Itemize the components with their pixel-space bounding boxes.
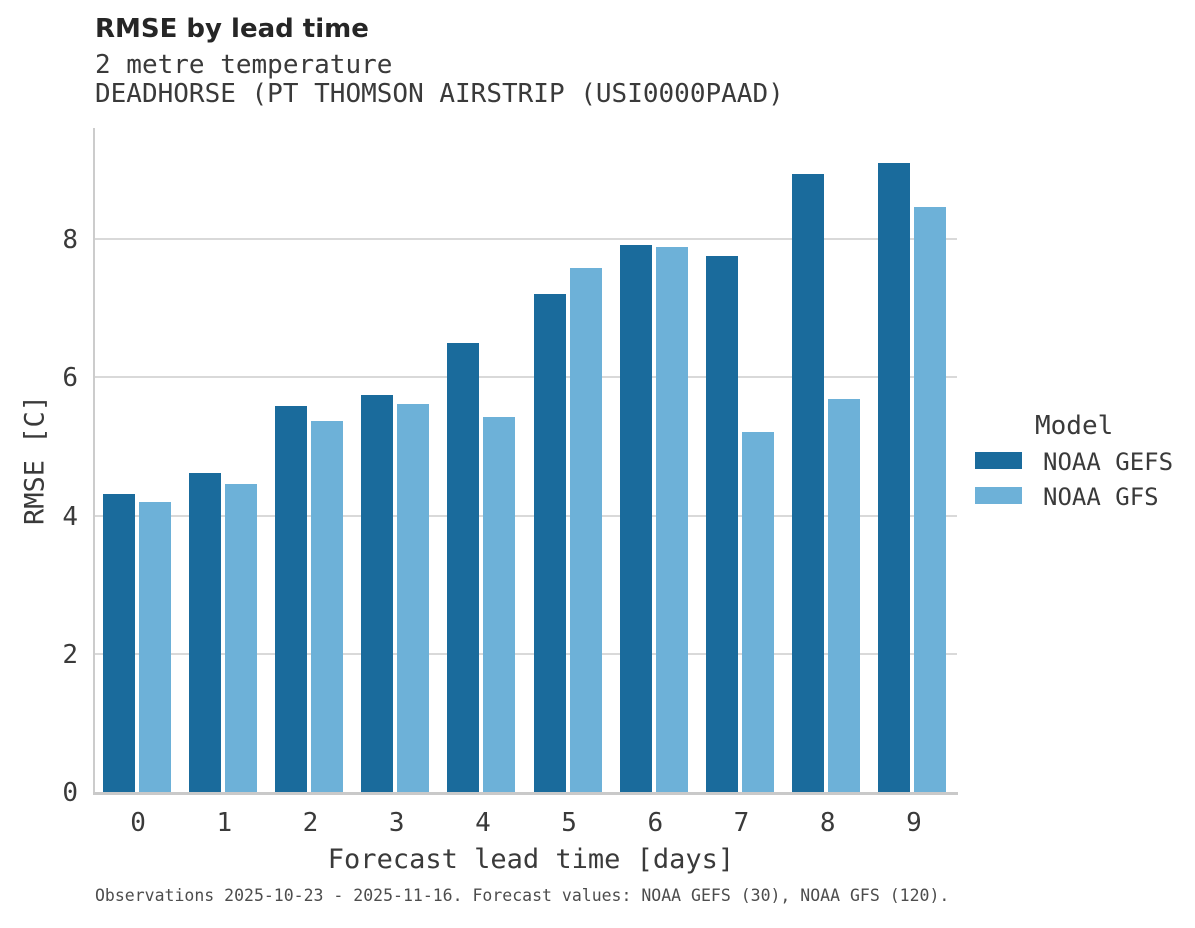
y-tick-label-6: 6 xyxy=(62,363,78,394)
y-tick-label-0: 0 xyxy=(62,778,78,808)
legend-title: Model xyxy=(1035,411,1114,441)
x-tick-label-7: 7 xyxy=(733,808,750,838)
chart-subtitle-variable: 2 metre temperature xyxy=(95,50,393,80)
grid-line-y6 xyxy=(95,376,957,379)
legend-swatch-noaa-gfs xyxy=(975,487,1022,504)
bar-noaa-gfs-lead2 xyxy=(310,421,343,792)
bar-noaa-gfs-lead7 xyxy=(741,431,774,792)
bar-noaa-gefs-lead0 xyxy=(102,494,135,792)
bar-noaa-gfs-lead4 xyxy=(483,417,516,792)
legend-swatch-noaa-gefs xyxy=(975,452,1022,469)
y-tick-label-8: 8 xyxy=(62,225,78,255)
bar-noaa-gefs-lead5 xyxy=(533,294,566,792)
x-tick-label-2: 2 xyxy=(302,808,319,838)
bar-noaa-gfs-lead3 xyxy=(397,404,430,792)
bar-noaa-gefs-lead3 xyxy=(361,395,394,792)
y-tick-label-4: 4 xyxy=(62,501,78,532)
bar-noaa-gfs-lead6 xyxy=(655,246,688,792)
bar-noaa-gfs-lead1 xyxy=(224,484,257,792)
bar-noaa-gefs-lead1 xyxy=(188,473,221,792)
bar-noaa-gfs-lead5 xyxy=(569,268,602,792)
bar-noaa-gfs-lead0 xyxy=(138,501,171,792)
x-tick-label-1: 1 xyxy=(216,808,233,838)
x-tick-label-3: 3 xyxy=(388,808,405,838)
bar-noaa-gefs-lead4 xyxy=(447,342,480,792)
x-tick-label-0: 0 xyxy=(130,808,146,838)
x-axis-label: Forecast lead time [days] xyxy=(327,844,735,875)
legend-label-noaa-gfs: NOAA GFS xyxy=(1043,483,1159,511)
x-tick-label-4: 4 xyxy=(475,808,491,838)
bar-noaa-gefs-lead2 xyxy=(274,405,307,792)
x-tick-label-9: 9 xyxy=(906,808,922,838)
bar-noaa-gefs-lead8 xyxy=(792,174,825,792)
chart-title: RMSE by lead time xyxy=(95,14,369,44)
grid-line-y4 xyxy=(95,514,957,517)
grid-line-y2 xyxy=(95,652,957,655)
footer-note: Observations 2025-10-23 - 2025-11-16. Fo… xyxy=(95,886,950,905)
chart-subtitle-station: DEADHORSE (PT THOMSON AIRSTRIP (USI0000P… xyxy=(95,79,784,109)
bar-noaa-gefs-lead7 xyxy=(705,256,738,792)
y-tick-label-2: 2 xyxy=(62,639,78,670)
y-axis-spine xyxy=(93,128,95,795)
bar-noaa-gefs-lead6 xyxy=(619,244,652,792)
bar-noaa-gfs-lead8 xyxy=(828,398,861,792)
legend-label-noaa-gefs: NOAA GEFS xyxy=(1043,448,1174,476)
x-tick-label-5: 5 xyxy=(561,808,577,838)
bar-noaa-gefs-lead9 xyxy=(878,162,911,792)
x-axis-spine xyxy=(93,792,958,795)
bar-noaa-gfs-lead9 xyxy=(914,207,947,792)
x-tick-label-8: 8 xyxy=(819,808,836,838)
x-tick-label-6: 6 xyxy=(647,808,664,838)
grid-line-y8 xyxy=(95,238,957,240)
